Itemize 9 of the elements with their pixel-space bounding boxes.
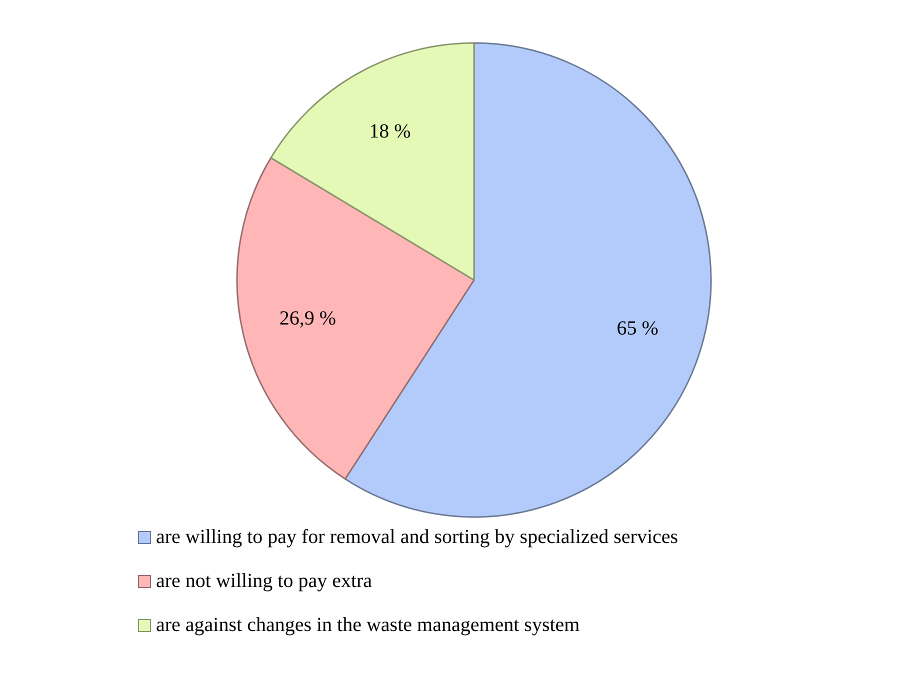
legend-label: are willing to pay for removal and sorting by specialized services bbox=[156, 526, 678, 548]
pie-slice bbox=[236, 157, 475, 480]
legend-label: are not willing to pay extra bbox=[156, 570, 372, 592]
data-label: 18 % bbox=[369, 120, 411, 142]
data-label: 26,9 % bbox=[279, 307, 336, 330]
pie-slice bbox=[270, 42, 475, 281]
legend-label: are against changes in the waste management system bbox=[156, 614, 580, 636]
data-label: 65 % bbox=[616, 317, 658, 340]
pie-slice bbox=[344, 42, 712, 518]
